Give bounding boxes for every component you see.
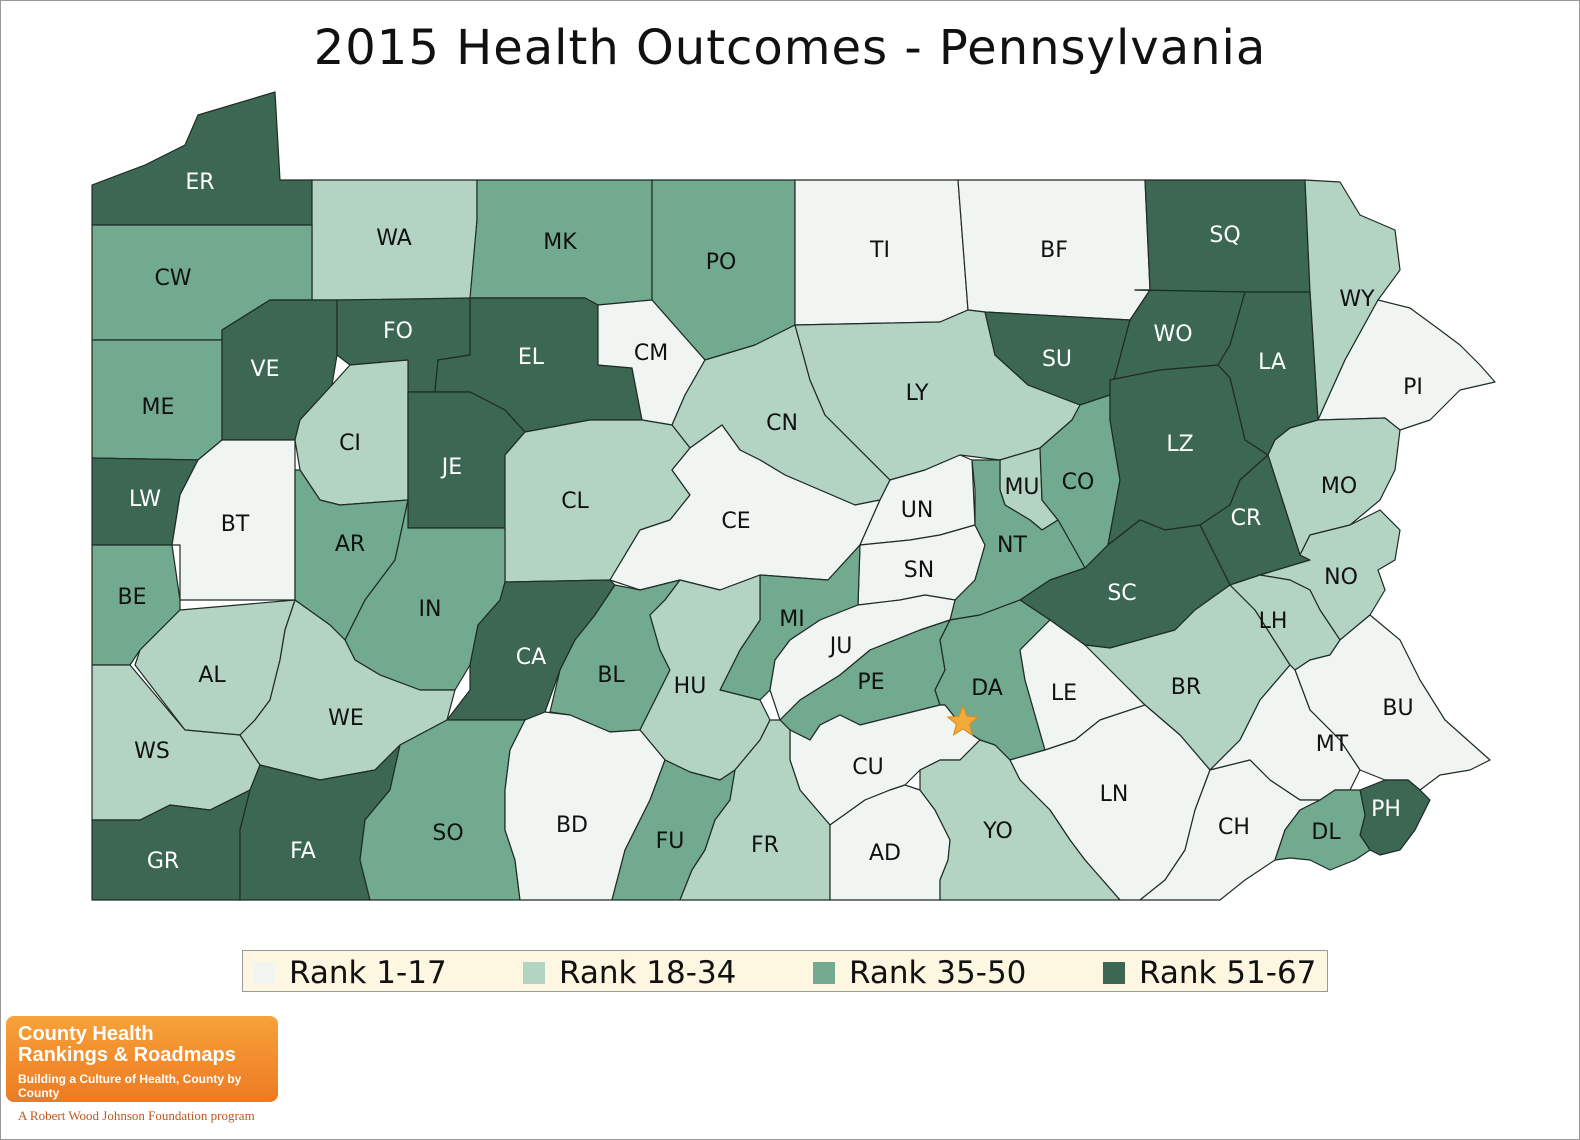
county-label-be: BE <box>118 585 147 610</box>
county-label-cr: CR <box>1231 506 1262 531</box>
county-label-ca: CA <box>516 645 546 670</box>
county-label-ci: CI <box>339 431 361 456</box>
county-label-mt: MT <box>1316 732 1349 757</box>
map-title: 2015 Health Outcomes - Pennsylvania <box>313 20 1267 76</box>
county-label-co: CO <box>1062 470 1095 495</box>
county-yo <box>919 739 1121 901</box>
county-label-sq: SQ <box>1209 223 1240 248</box>
county-label-el: EL <box>518 345 545 370</box>
county-label-we: WE <box>328 706 364 731</box>
legend-swatch <box>1103 962 1125 984</box>
county-health-rankings-logo: County Health Rankings & Roadmaps Buildi… <box>6 1016 278 1102</box>
pennsylvania-county-map: ER WA MK PO TI BF SQ WY CW ME VE FO EL CM CN LY SU WO LA PI… <box>91 91 1496 901</box>
county-label-ve: VE <box>251 357 280 382</box>
state-capital-star-icon <box>946 704 980 736</box>
county-label-yo: YO <box>982 819 1013 844</box>
county-er <box>91 91 313 226</box>
county-label-pi: PI <box>1403 375 1423 400</box>
county-label-fu: FU <box>656 829 685 854</box>
legend-item-rank-51-67: Rank 51-67 <box>1103 955 1316 991</box>
county-label-nt: NT <box>997 533 1027 558</box>
county-label-le: LE <box>1051 681 1077 706</box>
county-label-mk: MK <box>543 230 577 255</box>
legend-swatch <box>523 962 545 984</box>
legend-item-rank-18-34: Rank 18-34 <box>523 955 736 991</box>
county-label-ar: AR <box>335 532 365 557</box>
county-label-la: LA <box>1258 350 1286 375</box>
county-label-wo: WO <box>1153 322 1192 347</box>
county-label-ly: LY <box>906 381 929 406</box>
county-label-lz: LZ <box>1166 432 1193 457</box>
legend-swatch <box>253 962 275 984</box>
county-label-ph: PH <box>1371 797 1401 822</box>
county-dl <box>1274 789 1371 871</box>
county-label-je: JE <box>440 455 462 480</box>
legend-label: Rank 1-17 <box>289 955 447 991</box>
county-label-bl: BL <box>597 663 625 688</box>
county-label-ln: LN <box>1100 782 1129 807</box>
county-label-bd: BD <box>556 813 588 838</box>
county-label-bt: BT <box>221 512 250 537</box>
logo-title-line2: Rankings & Roadmaps <box>18 1044 236 1066</box>
county-label-cu: CU <box>852 755 883 780</box>
legend-label: Rank 35-50 <box>849 955 1027 991</box>
county-label-mi: MI <box>779 607 804 632</box>
county-label-ju: JU <box>828 634 853 659</box>
county-label-pe: PE <box>857 670 884 695</box>
county-label-br: BR <box>1171 675 1201 700</box>
legend-item-rank-1-17: Rank 1-17 <box>253 955 447 991</box>
county-label-sn: SN <box>904 558 934 583</box>
logo-title-line1: County Health <box>18 1023 154 1045</box>
county-label-er: ER <box>185 170 214 195</box>
county-label-mu: MU <box>1004 475 1039 500</box>
county-label-lh: LH <box>1259 609 1288 634</box>
county-label-bf: BF <box>1040 238 1068 263</box>
county-label-da: DA <box>971 676 1003 701</box>
county-label-gr: GR <box>147 849 179 874</box>
county-label-lw: LW <box>129 487 161 512</box>
foundation-credit: A Robert Wood Johnson Foundation program <box>18 1108 255 1123</box>
county-label-no: NO <box>1324 565 1358 590</box>
county-label-wa: WA <box>376 226 412 251</box>
county-label-ch: CH <box>1218 815 1250 840</box>
county-label-ti: TI <box>869 238 890 263</box>
county-label-mo: MO <box>1321 474 1357 499</box>
county-label-ad: AD <box>869 841 901 866</box>
county-label-cm: CM <box>634 341 668 366</box>
county-label-po: PO <box>706 250 737 275</box>
county-label-sc: SC <box>1107 581 1136 606</box>
legend-swatch <box>813 962 835 984</box>
county-label-cl: CL <box>561 489 589 514</box>
rank-legend: Rank 1-17 Rank 18-34 Rank 35-50 Rank 51-… <box>242 950 1328 992</box>
county-label-ws: WS <box>134 739 170 764</box>
county-mo <box>1267 417 1401 556</box>
county-label-su: SU <box>1042 347 1072 372</box>
county-label-hu: HU <box>674 674 707 699</box>
county-label-fr: FR <box>751 833 779 858</box>
county-label-un: UN <box>901 498 934 523</box>
logo-tagline: Building a Culture of Health, County by … <box>18 1072 242 1100</box>
county-label-fa: FA <box>290 839 316 864</box>
county-label-cw: CW <box>154 266 191 291</box>
county-label-al: AL <box>198 663 226 688</box>
county-label-me: ME <box>142 395 175 420</box>
county-label-dl: DL <box>1311 820 1341 845</box>
county-label-wy: WY <box>1339 287 1375 312</box>
county-label-cn: CN <box>766 411 798 436</box>
legend-item-rank-35-50: Rank 35-50 <box>813 955 1026 991</box>
legend-label: Rank 18-34 <box>559 955 737 991</box>
county-label-in: IN <box>419 597 442 622</box>
county-label-so: SO <box>432 821 463 846</box>
legend-label: Rank 51-67 <box>1139 955 1317 991</box>
county-label-fo: FO <box>383 319 413 344</box>
county-label-bu: BU <box>1382 696 1413 721</box>
county-label-ce: CE <box>721 509 750 534</box>
